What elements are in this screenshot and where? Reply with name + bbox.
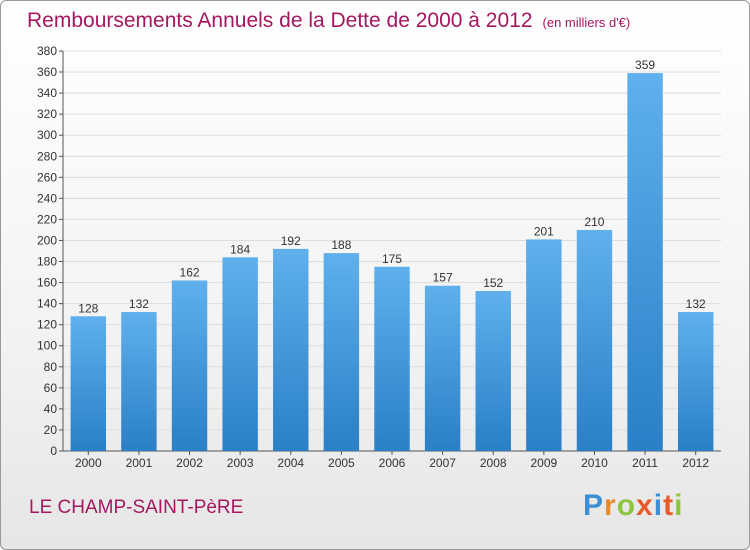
bar bbox=[374, 266, 410, 451]
data-label: 175 bbox=[382, 252, 402, 266]
bar bbox=[171, 280, 208, 451]
y-tick-label: 180 bbox=[37, 255, 57, 269]
data-label: 188 bbox=[331, 238, 351, 252]
data-label: 359 bbox=[635, 58, 655, 72]
logo-letter: x bbox=[636, 489, 654, 522]
x-tick-label: 2004 bbox=[277, 456, 304, 470]
x-tick-label: 2012 bbox=[682, 456, 709, 470]
data-label: 184 bbox=[230, 242, 250, 256]
data-label: 210 bbox=[584, 215, 604, 229]
data-label: 132 bbox=[129, 297, 149, 311]
logo-letter: i bbox=[653, 489, 664, 522]
bar bbox=[475, 291, 511, 451]
x-tick-label: 2000 bbox=[75, 456, 102, 470]
chart-subtitle: (en milliers d'€) bbox=[542, 15, 631, 30]
bar bbox=[121, 312, 157, 451]
data-label: 132 bbox=[686, 297, 706, 311]
data-label: 128 bbox=[78, 301, 98, 315]
y-tick-label: 40 bbox=[44, 402, 58, 416]
y-tick-label: 80 bbox=[44, 360, 58, 374]
bar bbox=[627, 73, 663, 452]
logo-letter: i bbox=[674, 489, 684, 522]
bar bbox=[70, 316, 107, 451]
y-tick-label: 380 bbox=[37, 44, 57, 58]
y-tick-label: 360 bbox=[37, 65, 57, 79]
y-tick-label: 240 bbox=[37, 191, 57, 205]
y-tick-label: 260 bbox=[37, 170, 57, 184]
y-tick-label: 120 bbox=[37, 318, 57, 332]
logo-letter: t bbox=[663, 489, 675, 522]
y-tick-label: 140 bbox=[37, 297, 57, 311]
y-tick-label: 100 bbox=[37, 339, 57, 353]
y-tick-label: 60 bbox=[44, 381, 58, 395]
bar bbox=[576, 229, 613, 451]
x-tick-label: 2007 bbox=[429, 456, 456, 470]
x-tick-label: 2003 bbox=[227, 456, 254, 470]
y-tick-label: 0 bbox=[50, 444, 57, 458]
logo-letter: r bbox=[604, 489, 617, 522]
y-tick-label: 160 bbox=[37, 276, 57, 290]
y-tick-label: 20 bbox=[44, 423, 58, 437]
y-tick-label: 200 bbox=[37, 233, 57, 247]
bar bbox=[677, 312, 714, 451]
bar bbox=[323, 253, 360, 451]
bar bbox=[424, 285, 461, 451]
x-tick-label: 2010 bbox=[581, 456, 608, 470]
data-label: 157 bbox=[433, 271, 453, 285]
x-tick-label: 2008 bbox=[480, 456, 507, 470]
x-tick-label: 2009 bbox=[530, 456, 557, 470]
bar bbox=[526, 239, 562, 451]
y-tick-label: 280 bbox=[37, 149, 57, 163]
bar bbox=[273, 248, 309, 451]
y-tick-label: 340 bbox=[37, 86, 57, 100]
bar bbox=[222, 257, 258, 451]
data-label: 201 bbox=[534, 224, 554, 238]
logo-letter: o bbox=[616, 489, 637, 522]
logo-letter: P bbox=[583, 489, 605, 522]
x-tick-label: 2002 bbox=[176, 456, 203, 470]
data-label: 152 bbox=[483, 276, 503, 290]
data-label: 162 bbox=[180, 265, 200, 279]
data-label: 192 bbox=[281, 234, 301, 248]
x-tick-label: 2001 bbox=[126, 456, 153, 470]
proxiti-logo: Proxiti bbox=[583, 489, 683, 523]
x-tick-label: 2011 bbox=[632, 456, 658, 470]
y-tick-label: 320 bbox=[37, 107, 57, 121]
location-label: LE CHAMP-SAINT-PèRE bbox=[29, 497, 244, 518]
y-tick-label: 300 bbox=[37, 128, 57, 142]
chart-title: Remboursements Annuels de la Dette de 20… bbox=[27, 9, 631, 32]
y-tick-label: 220 bbox=[37, 212, 57, 226]
x-tick-label: 2005 bbox=[328, 456, 355, 470]
x-tick-label: 2006 bbox=[379, 456, 406, 470]
